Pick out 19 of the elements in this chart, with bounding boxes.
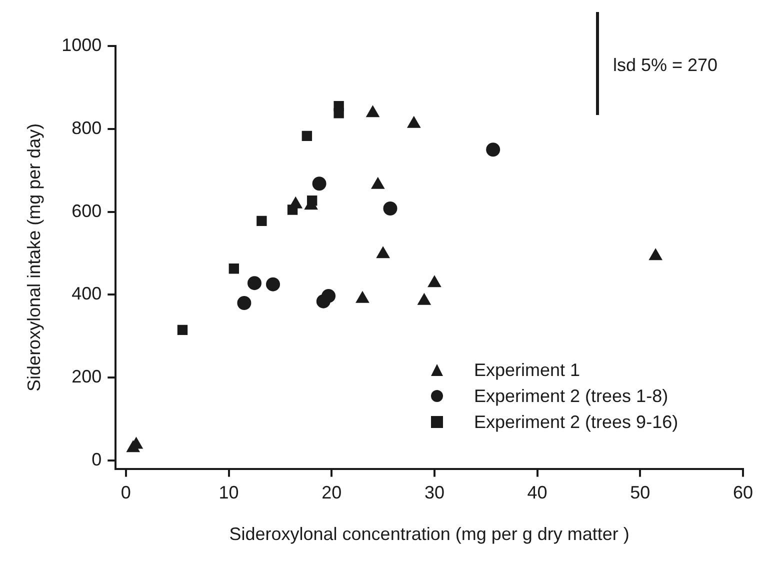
x-tick-label: 40 <box>527 482 548 503</box>
y-tick-label: 0 <box>92 449 102 470</box>
x-tick-label: 30 <box>424 482 444 503</box>
y-axis-title: Sideroxylonal intake (mg per day) <box>24 123 44 392</box>
x-tick-label: 50 <box>630 482 650 503</box>
x-tick-label: 60 <box>732 482 754 503</box>
y-tick-label: 1000 <box>62 34 102 55</box>
y-tick-label: 800 <box>72 118 102 138</box>
y-tick-label: 400 <box>72 284 102 304</box>
legend-label: Experiment 1 <box>474 360 580 380</box>
legend-label: Experiment 2 (trees 1-8) <box>474 386 668 406</box>
legend-label: Experiment 2 (trees 9-16) <box>474 412 678 432</box>
x-axis-title: Sideroxylonal concentration (mg per g dry matter ) <box>229 524 630 544</box>
y-tick-label: 600 <box>72 200 102 221</box>
x-tick-label: 0 <box>120 482 131 503</box>
y-tick-label: 200 <box>72 366 102 387</box>
x-tick-label: 10 <box>218 482 239 503</box>
x-tick-label: 20 <box>322 482 342 503</box>
annotation: lsd 5% = 270 <box>613 55 718 76</box>
